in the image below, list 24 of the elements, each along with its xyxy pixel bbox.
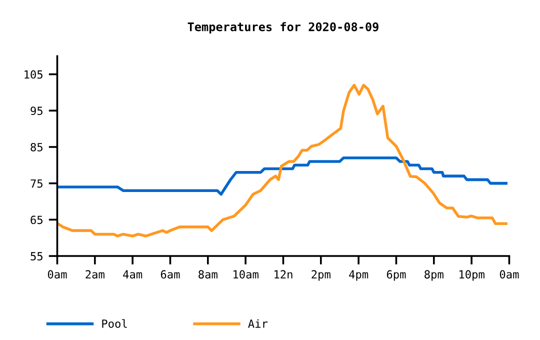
x-tick-label: 10pm — [460, 270, 484, 281]
x-tick-label: 0am — [48, 270, 67, 279]
y-tick-label: 85 — [30, 142, 42, 152]
y-tick-label: 55 — [30, 252, 42, 260]
y-tick-label: 95 — [30, 106, 42, 116]
chart-title: Temperatures for 2020-08-09 — [188, 22, 378, 34]
x-tick-label: 6pm — [386, 270, 406, 281]
y-tick-label: 105 — [24, 70, 42, 79]
line-series — [57, 156, 508, 196]
x-tick-label: 10am — [234, 270, 258, 279]
x-tick-label: 8am — [198, 270, 218, 279]
legend-label: Air — [248, 319, 268, 328]
x-tick-label: 4pm — [349, 270, 368, 281]
x-tick-label: 2am — [86, 270, 104, 279]
x-tick-label: 2pm — [312, 270, 330, 281]
y-tick-label: 65 — [30, 216, 42, 224]
y-tick-label: 75 — [30, 179, 42, 188]
legend-label: Pool — [102, 319, 127, 328]
x-tick-label: 6am — [160, 270, 180, 279]
line-series — [57, 84, 508, 238]
x-tick-label: 12n — [274, 270, 292, 278]
x-tick-label: 0am — [500, 270, 519, 279]
x-tick-label: 8pm — [424, 270, 444, 281]
x-tick-label: 4am — [123, 270, 142, 279]
